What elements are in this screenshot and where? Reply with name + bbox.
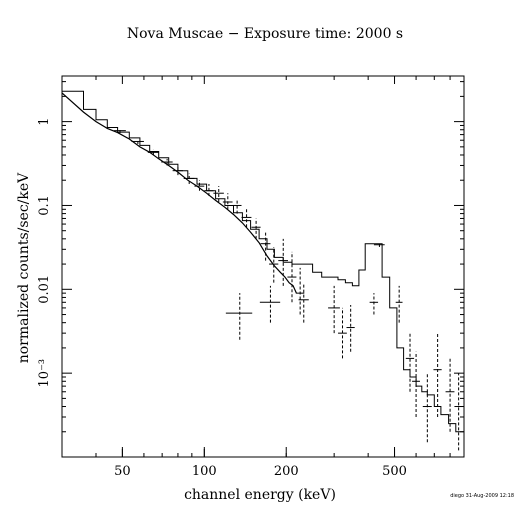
data-point: [433, 333, 442, 417]
footer-stamp: diego 31-Aug-2009 12:18: [450, 493, 514, 499]
y-tick-label: 10⁻³: [37, 359, 52, 388]
chart-title: Nova Muscae − Exposure time: 2000 s: [127, 26, 403, 42]
data-point: [194, 180, 205, 191]
data-point: [213, 186, 224, 202]
data-point: [113, 128, 126, 134]
data-point: [287, 251, 297, 303]
data-point: [298, 282, 309, 323]
data-point: [260, 230, 271, 261]
data-point: [338, 307, 347, 359]
data-point: [328, 285, 340, 334]
data-point: [131, 139, 144, 145]
data-point: [278, 238, 288, 286]
y-tick-label: 0.01: [37, 275, 52, 304]
y-tick-label: 1: [37, 117, 52, 125]
data-point: [259, 285, 281, 323]
model-step-histogram: [62, 90, 465, 436]
data-point: [269, 246, 279, 283]
x-axis-label: channel energy (keV): [184, 487, 336, 503]
x-tick-label: 200: [274, 464, 299, 479]
data-point: [422, 373, 432, 443]
y-tick-label: 0.1: [37, 195, 52, 216]
data-point: [232, 198, 242, 214]
data-point: [373, 242, 385, 247]
data-point: [222, 193, 233, 210]
y-axis: 1 0.1 0.01 10⁻³: [37, 81, 464, 458]
data-point: [183, 173, 195, 185]
data-point: [346, 304, 355, 352]
data-point: [369, 293, 379, 315]
x-tick-label: 50: [114, 464, 131, 479]
y-axis-label: normalized counts/sec/keV: [16, 172, 32, 363]
data-point: [241, 209, 252, 228]
data-point: [405, 333, 415, 392]
data-point: [147, 149, 159, 155]
data-point: [204, 184, 214, 196]
data-point: [295, 267, 305, 315]
data-point: [445, 358, 455, 432]
data-point: [454, 373, 463, 451]
model-curve-solid: [61, 92, 297, 294]
series-layer: [61, 90, 465, 451]
plot-frame: [61, 75, 465, 458]
data-point: [161, 158, 173, 166]
data-point: [225, 293, 253, 340]
data-point: [172, 166, 183, 176]
data-point: [412, 351, 420, 417]
x-tick-label: 100: [192, 464, 217, 479]
x-axis: 50 100 200 500: [61, 76, 465, 479]
data-point: [395, 285, 403, 323]
x-tick-label: 500: [382, 464, 407, 479]
plot-border: [61, 75, 465, 458]
data-point: [251, 218, 261, 239]
